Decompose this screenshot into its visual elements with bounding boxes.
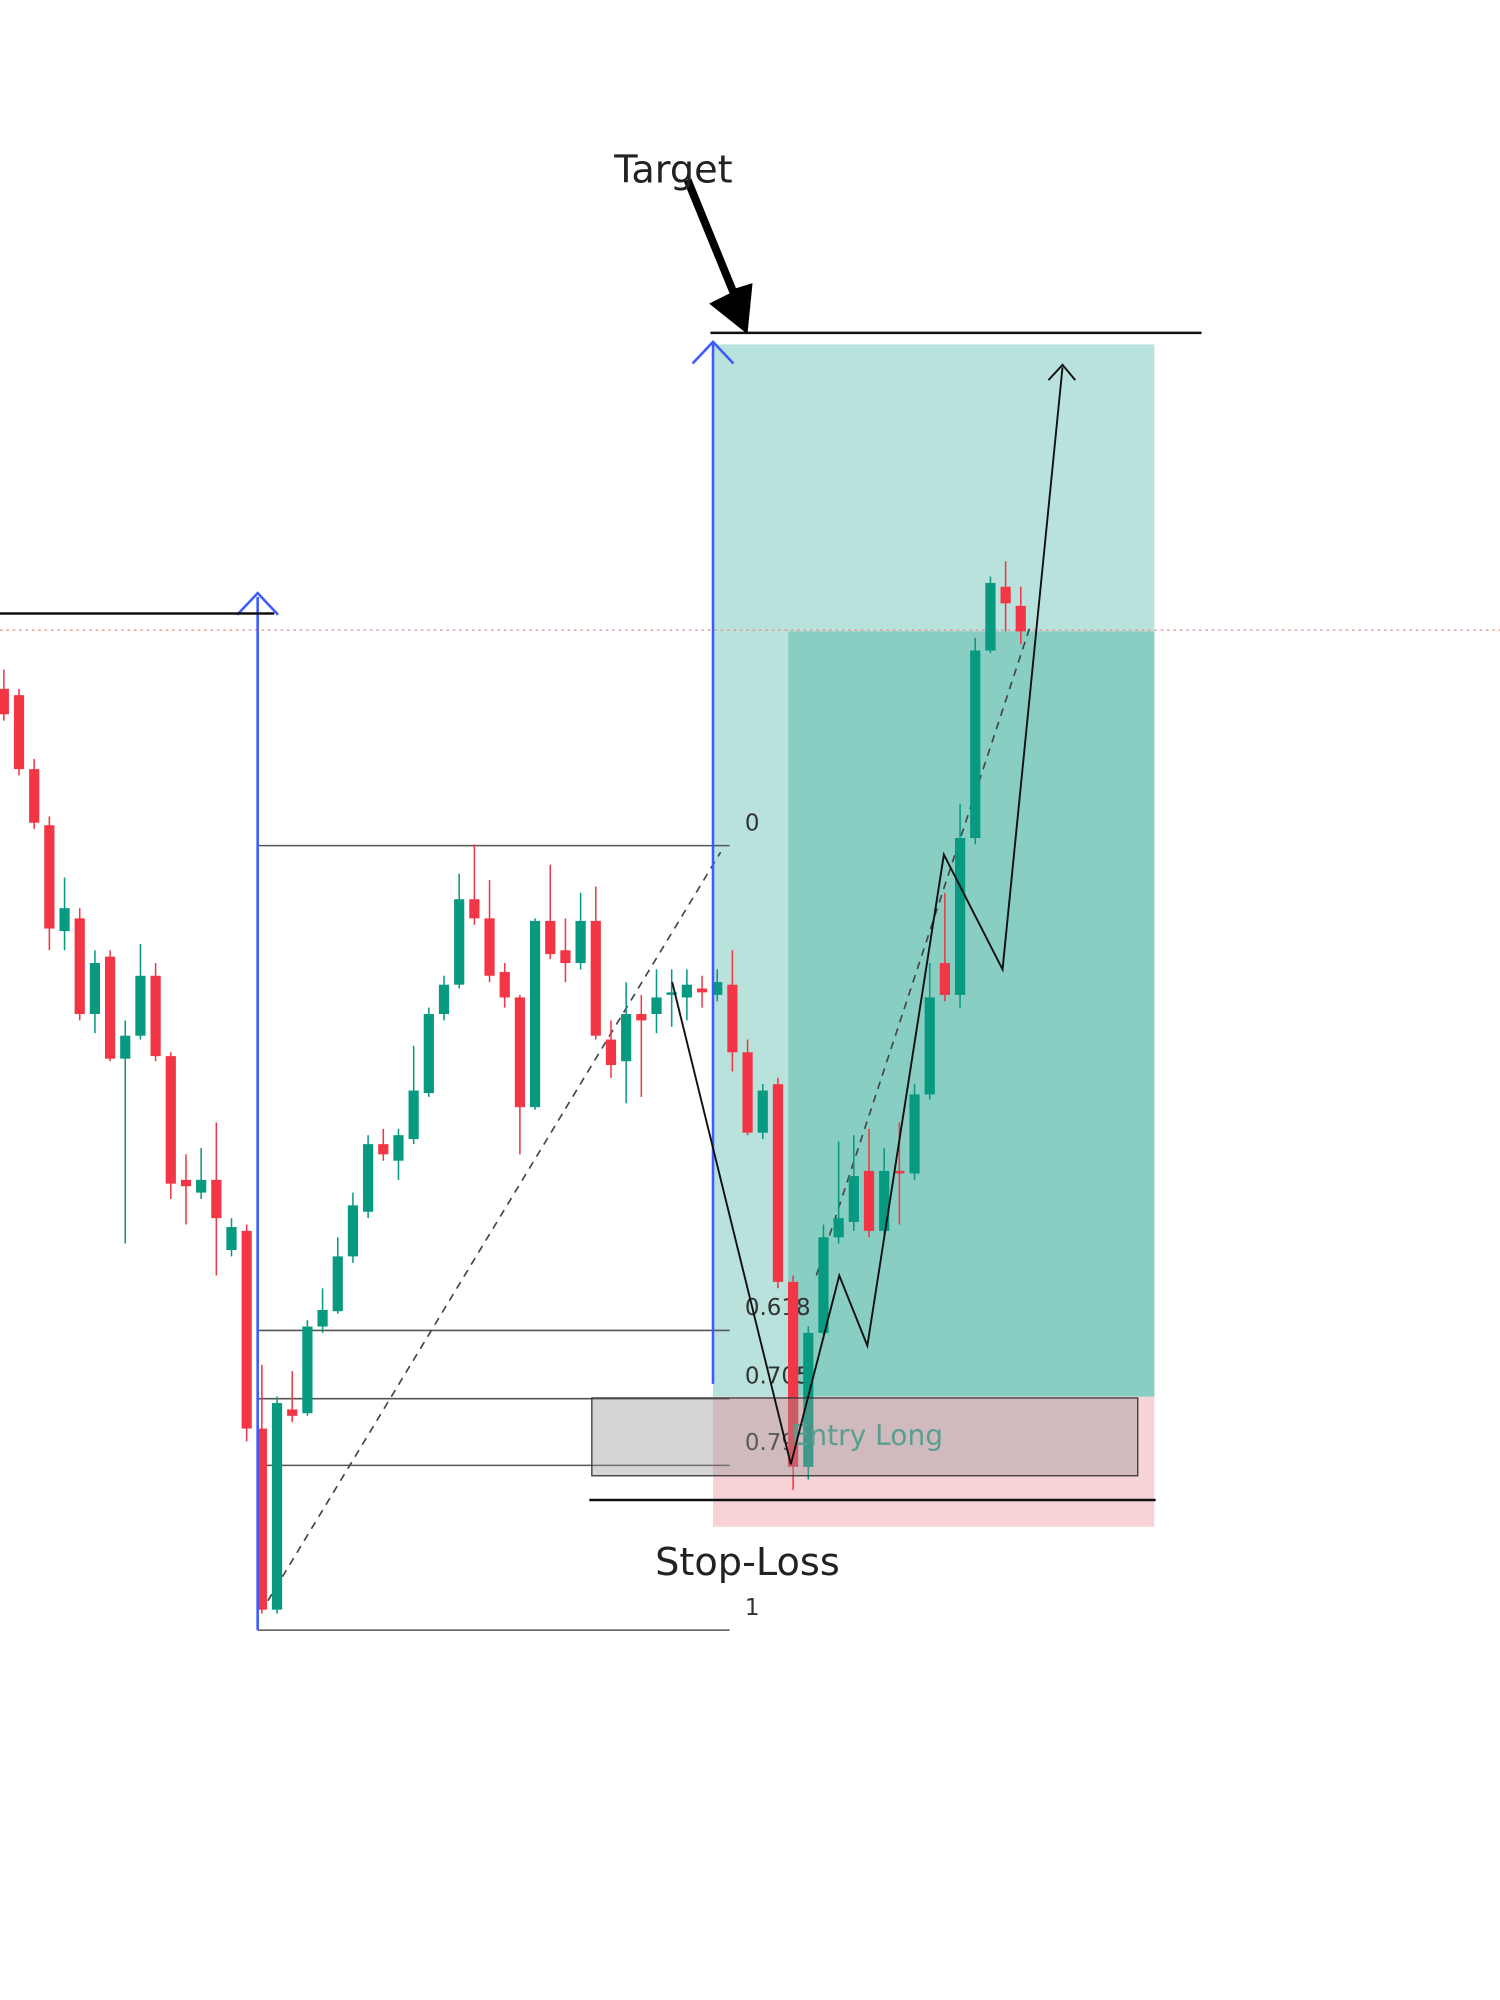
- candle-body: [59, 908, 70, 932]
- candle-body: [287, 1409, 298, 1416]
- candle-body: [848, 1176, 859, 1222]
- candle-body: [529, 920, 541, 1108]
- candle-body: [590, 920, 601, 1036]
- candle-body: [954, 838, 966, 995]
- candle-body: [150, 975, 161, 1057]
- candle-body: [924, 997, 935, 1095]
- candle-body: [0, 688, 9, 715]
- candle-body: [469, 899, 480, 919]
- candle-body: [302, 1326, 313, 1414]
- candle-body: [363, 1144, 374, 1212]
- candle-body: [666, 992, 677, 995]
- candle-body: [423, 1014, 434, 1094]
- candle-body: [454, 899, 465, 985]
- candle-body: [74, 918, 85, 1015]
- trend-dash: [267, 851, 722, 1602]
- candle-body: [180, 1179, 192, 1187]
- candle-body: [757, 1090, 768, 1133]
- candle-body: [772, 1084, 784, 1282]
- candle-body: [347, 1205, 359, 1257]
- candle-body: [712, 982, 723, 995]
- candle-body: [575, 920, 586, 964]
- candle-body: [605, 1039, 617, 1066]
- candle-body: [332, 1256, 343, 1312]
- candle-body: [408, 1090, 419, 1140]
- projection-path: [671, 363, 1076, 1465]
- candle-body: [696, 988, 708, 993]
- candle-body: [560, 950, 571, 964]
- candle-body: [621, 1014, 632, 1062]
- candle-body: [135, 975, 146, 1036]
- candle-body: [256, 1428, 267, 1610]
- candle-body: [196, 1179, 207, 1193]
- candle-body: [499, 971, 510, 998]
- arrow-head: [691, 339, 735, 365]
- candle-body: [165, 1056, 176, 1184]
- candle-body: [484, 918, 495, 976]
- stop-zone: [713, 1396, 1155, 1527]
- fib-label: 0.705: [745, 1363, 811, 1389]
- candle-body: [44, 825, 55, 929]
- candle-body: [833, 1218, 844, 1238]
- stop-loss-label: Stop-Loss: [655, 1540, 840, 1585]
- candle-body: [13, 695, 25, 770]
- candle-body: [89, 963, 100, 1015]
- arrow-head: [236, 591, 279, 616]
- candle-body: [378, 1144, 389, 1155]
- candle-body: [545, 920, 556, 955]
- candle-body: [317, 1309, 328, 1327]
- candle-body: [727, 984, 738, 1053]
- fib-label: 1: [745, 1595, 760, 1621]
- candle-body: [909, 1094, 920, 1174]
- candle-body: [211, 1179, 222, 1219]
- entry-box: [591, 1397, 1139, 1477]
- trend-dash: [815, 624, 1032, 1276]
- fib-label: 0: [745, 810, 760, 836]
- candles: [0, 561, 1026, 1614]
- entry-label: Entry Long: [792, 1419, 943, 1452]
- candle-body: [970, 650, 981, 839]
- candle-body: [788, 1281, 799, 1467]
- candle-body: [226, 1227, 237, 1250]
- candle-body: [514, 997, 525, 1108]
- candle-body: [1000, 586, 1011, 604]
- target-arrow: [683, 178, 753, 335]
- candle-body: [879, 1170, 890, 1231]
- candle-body: [120, 1035, 131, 1059]
- candle-body: [818, 1237, 829, 1333]
- candle-body: [939, 963, 950, 995]
- candle-body: [271, 1403, 283, 1610]
- candle-body: [742, 1052, 753, 1133]
- candle-body: [393, 1135, 404, 1161]
- candle-body: [985, 582, 996, 651]
- candle-body: [1015, 605, 1026, 632]
- candle-body: [104, 956, 116, 1059]
- fib-label: 0.618: [745, 1295, 811, 1321]
- candle-body: [241, 1230, 252, 1429]
- candle-body: [651, 997, 662, 1015]
- target-label: Target: [613, 147, 732, 192]
- candle-body: [863, 1170, 875, 1231]
- candle-body: [438, 984, 450, 1015]
- candle-body: [681, 984, 692, 998]
- candle-body: [29, 769, 40, 823]
- candle-body: [636, 1014, 647, 1021]
- candle-body: [894, 1170, 905, 1174]
